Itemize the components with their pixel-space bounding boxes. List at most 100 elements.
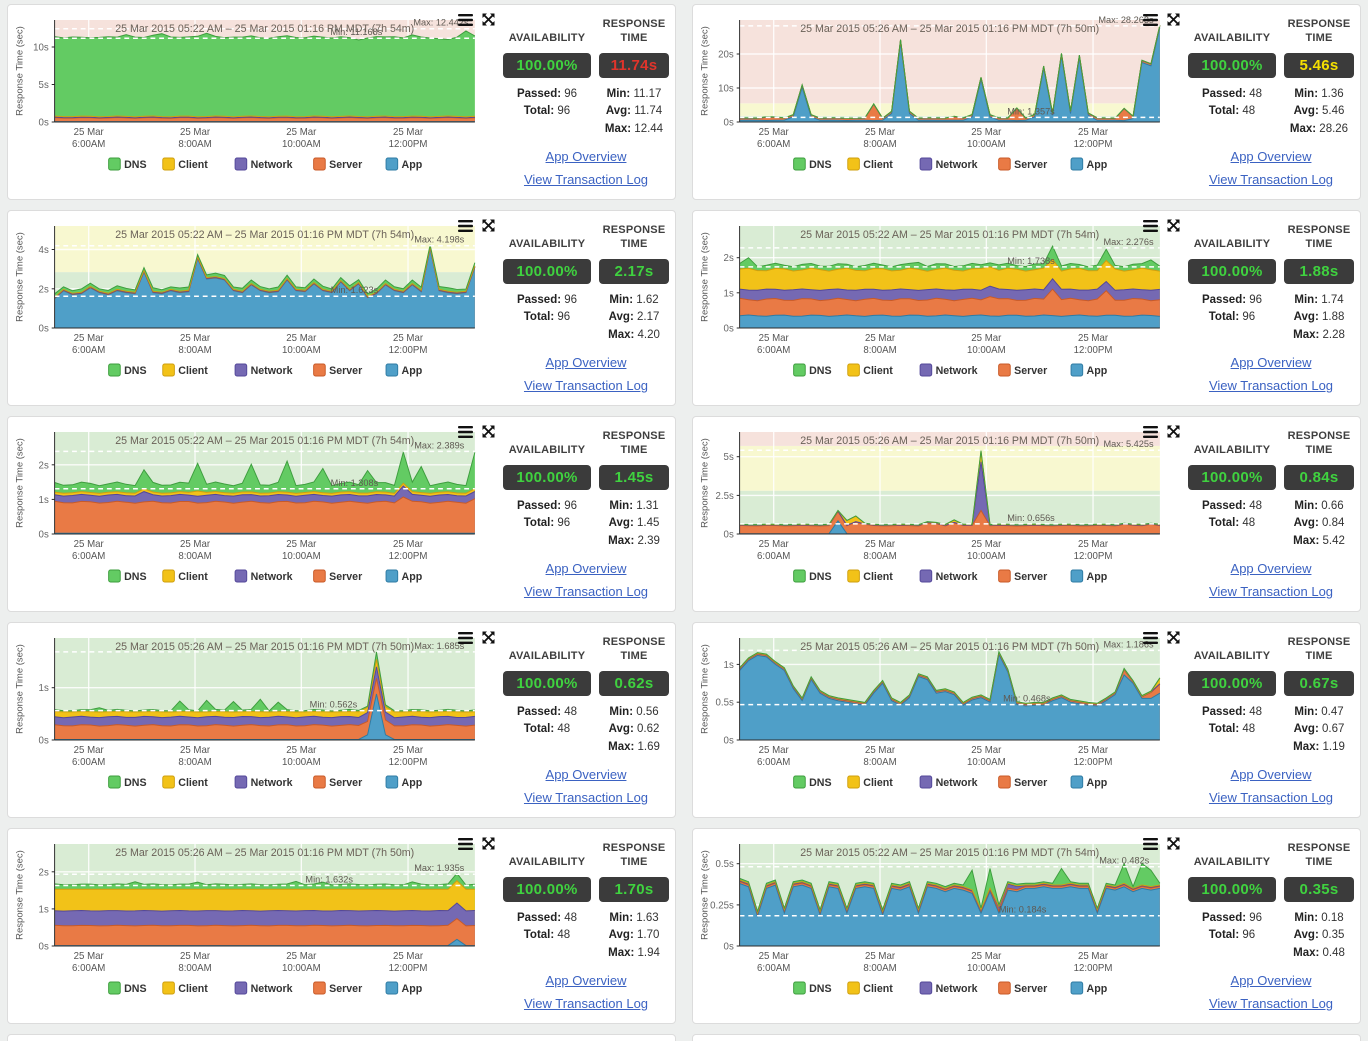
menu-icon[interactable]	[1143, 837, 1158, 850]
legend-item-client[interactable]: Client	[847, 981, 893, 995]
view-transaction-log-link[interactable]: View Transaction Log	[523, 171, 649, 187]
legend-item-client[interactable]: Client	[847, 363, 893, 377]
legend-item-network[interactable]: Network	[234, 569, 294, 583]
legend-item-server[interactable]: Server	[313, 157, 363, 171]
app-overview-link[interactable]: App Overview	[545, 766, 627, 782]
expand-icon[interactable]	[1167, 837, 1180, 850]
legend-item-client[interactable]: Client	[847, 157, 893, 171]
menu-icon[interactable]	[458, 219, 473, 232]
legend-item-network[interactable]: Network	[234, 157, 294, 171]
legend-item-client[interactable]: Client	[847, 775, 893, 789]
response-time-chart[interactable]: Max: 2.389s Min: 1.308s 25 Mar 2015 05:22 …	[12, 420, 501, 598]
legend-item-app[interactable]: App	[1070, 569, 1108, 583]
legend-item-app[interactable]: App	[1070, 157, 1108, 171]
expand-icon[interactable]	[1167, 219, 1180, 232]
app-overview-link[interactable]: App Overview	[1230, 766, 1312, 782]
view-transaction-log-link[interactable]: View Transaction Log	[523, 789, 649, 805]
menu-icon[interactable]	[1143, 631, 1158, 644]
expand-icon[interactable]	[482, 631, 495, 644]
legend-item-dns[interactable]: DNS	[793, 775, 832, 789]
app-overview-link[interactable]: App Overview	[545, 354, 627, 370]
response-time-chart[interactable]: Max: 28.263s Min: 1.357s 25 Mar 2015 05:26…	[697, 8, 1186, 186]
legend-item-network[interactable]: Network	[919, 157, 979, 171]
view-transaction-log-link[interactable]: View Transaction Log	[1208, 789, 1334, 805]
legend-item-client[interactable]: Client	[847, 569, 893, 583]
expand-icon[interactable]	[482, 837, 495, 850]
legend-item-app[interactable]: App	[1070, 775, 1108, 789]
app-overview-link[interactable]: App Overview	[545, 972, 627, 988]
legend-item-dns[interactable]: DNS	[793, 569, 832, 583]
view-transaction-log-link[interactable]: View Transaction Log	[523, 583, 649, 599]
menu-icon[interactable]	[1143, 425, 1158, 438]
legend-item-network[interactable]: Network	[919, 775, 979, 789]
expand-icon[interactable]	[1167, 425, 1180, 438]
view-transaction-log-link[interactable]: View Transaction Log	[1208, 583, 1334, 599]
legend-item-client[interactable]: Client	[162, 569, 208, 583]
legend-item-network[interactable]: Network	[919, 363, 979, 377]
legend-item-app[interactable]: App	[385, 157, 423, 171]
response-time-chart[interactable]: Max: 1.685s Min: 0.562s 25 Mar 2015 05:26 …	[12, 626, 501, 804]
menu-icon[interactable]	[1143, 219, 1158, 232]
legend-item-client[interactable]: Client	[162, 363, 208, 377]
legend-item-server[interactable]: Server	[313, 775, 363, 789]
legend-item-dns[interactable]: DNS	[793, 157, 832, 171]
view-transaction-log-link[interactable]: View Transaction Log	[523, 377, 649, 393]
legend-item-server[interactable]: Server	[998, 775, 1048, 789]
legend-item-server[interactable]: Server	[313, 363, 363, 377]
legend-item-server[interactable]: Server	[998, 157, 1048, 171]
menu-icon[interactable]	[458, 425, 473, 438]
expand-icon[interactable]	[482, 219, 495, 232]
legend-item-app[interactable]: App	[385, 981, 423, 995]
response-time-chart[interactable]: Max: 1.935s Min: 1.632s 25 Mar 2015 05:26 …	[12, 832, 501, 1010]
legend-item-server[interactable]: Server	[313, 981, 363, 995]
legend-item-client[interactable]: Client	[162, 157, 208, 171]
response-time-chart[interactable]: Max: 4.198s Min: 1.623s 25 Mar 2015 05:22 …	[12, 214, 501, 392]
expand-icon[interactable]	[1167, 631, 1180, 644]
app-overview-link[interactable]: App Overview	[1230, 560, 1312, 576]
legend-item-server[interactable]: Server	[998, 981, 1048, 995]
app-overview-link[interactable]: App Overview	[1230, 354, 1312, 370]
legend-item-network[interactable]: Network	[919, 569, 979, 583]
legend-item-dns[interactable]: DNS	[108, 981, 147, 995]
view-transaction-log-link[interactable]: View Transaction Log	[523, 995, 649, 1011]
legend-item-network[interactable]: Network	[234, 775, 294, 789]
legend-item-app[interactable]: App	[385, 569, 423, 583]
legend-item-network[interactable]: Network	[234, 363, 294, 377]
legend-item-server[interactable]: Server	[313, 569, 363, 583]
app-overview-link[interactable]: App Overview	[545, 148, 627, 164]
legend-item-client[interactable]: Client	[162, 981, 208, 995]
menu-icon[interactable]	[458, 837, 473, 850]
expand-icon[interactable]	[1167, 13, 1180, 26]
legend-item-server[interactable]: Server	[998, 363, 1048, 377]
view-transaction-log-link[interactable]: View Transaction Log	[1208, 171, 1334, 187]
legend-item-dns[interactable]: DNS	[108, 775, 147, 789]
legend-item-dns[interactable]: DNS	[108, 157, 147, 171]
legend-item-dns[interactable]: DNS	[793, 981, 832, 995]
legend-item-server[interactable]: Server	[998, 569, 1048, 583]
response-time-chart[interactable]: Max: 1.186s Min: 0.468s 25 Mar 2015 05:26 …	[697, 626, 1186, 804]
expand-icon[interactable]	[482, 13, 495, 26]
app-overview-link[interactable]: App Overview	[1230, 148, 1312, 164]
app-overview-link[interactable]: App Overview	[545, 560, 627, 576]
legend-item-app[interactable]: App	[385, 363, 423, 377]
legend-item-client[interactable]: Client	[162, 775, 208, 789]
legend-item-app[interactable]: App	[1070, 363, 1108, 377]
menu-icon[interactable]	[1143, 13, 1158, 26]
view-transaction-log-link[interactable]: View Transaction Log	[1208, 995, 1334, 1011]
app-overview-link[interactable]: App Overview	[1230, 972, 1312, 988]
legend-item-app[interactable]: App	[1070, 981, 1108, 995]
view-transaction-log-link[interactable]: View Transaction Log	[1208, 377, 1334, 393]
menu-icon[interactable]	[458, 13, 473, 26]
legend-item-network[interactable]: Network	[234, 981, 294, 995]
legend-item-dns[interactable]: DNS	[108, 569, 147, 583]
legend-item-dns[interactable]: DNS	[793, 363, 832, 377]
menu-icon[interactable]	[458, 631, 473, 644]
legend-item-app[interactable]: App	[385, 775, 423, 789]
response-time-chart[interactable]: Max: 5.425s Min: 0.656s 25 Mar 2015 05:26 …	[697, 420, 1186, 598]
response-time-chart[interactable]: Max: 2.276s Min: 1.738s 25 Mar 2015 05:22 …	[697, 214, 1186, 392]
expand-icon[interactable]	[482, 425, 495, 438]
legend-item-dns[interactable]: DNS	[108, 363, 147, 377]
legend-item-network[interactable]: Network	[919, 981, 979, 995]
response-time-chart[interactable]: Max: 0.482s Min: 0.184s 25 Mar 2015 05:22 …	[697, 832, 1186, 1010]
